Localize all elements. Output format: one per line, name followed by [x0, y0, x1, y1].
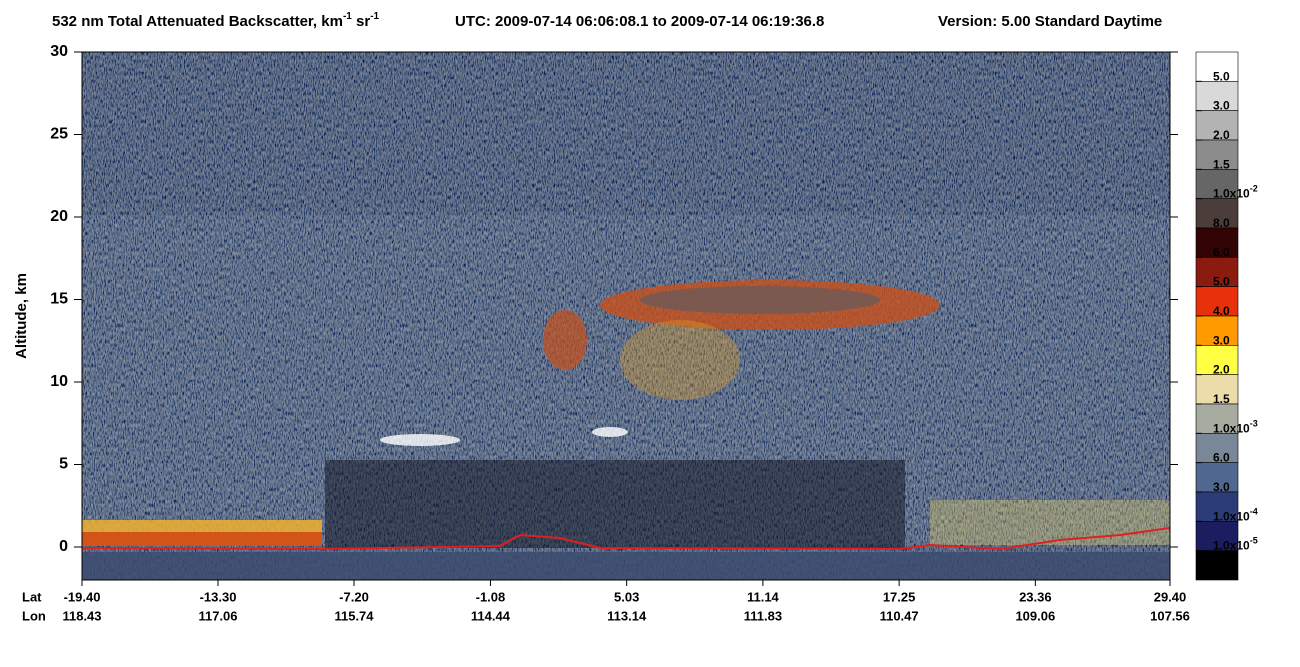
y-tick-label: 30 — [50, 43, 68, 60]
colorbar-label: 1.5 — [1213, 158, 1230, 172]
cloud — [380, 434, 460, 446]
colorbar-swatch — [1195, 315, 1239, 346]
colorbar-label: 1.0x10-4 — [1213, 507, 1258, 524]
colorbar-swatch — [1195, 169, 1239, 199]
colorbar-label-exp: -4 — [1250, 507, 1258, 517]
colorbar-swatch — [1195, 491, 1239, 522]
x-tick-label: -1.08 — [476, 589, 506, 604]
x-tick-label: 5.03 — [614, 589, 639, 604]
y-tick-label: 15 — [50, 291, 68, 308]
colorbar-label-text: 1.0x10 — [1213, 510, 1250, 524]
colorbar-label: 1.0x10-5 — [1213, 536, 1258, 553]
lon-tick-label: 107.56 — [1150, 608, 1190, 623]
colorbar-swatch — [1195, 81, 1239, 111]
utc-range: UTC: 2009-07-14 06:06:08.1 to 2009-07-14… — [455, 13, 824, 30]
colorbar-label-text: 3.0 — [1213, 480, 1230, 494]
image-dark — [325, 460, 905, 548]
colorbar-swatch — [1195, 227, 1239, 258]
x-tick-label: -13.30 — [200, 589, 237, 604]
colorbar-label: 1.0x10-3 — [1213, 419, 1258, 436]
y-tick-label: 25 — [50, 126, 68, 143]
surface-layer — [930, 500, 1170, 545]
y-axis-label: Altitude, km — [13, 273, 30, 359]
y-tick-label: 0 — [59, 538, 68, 555]
colorbar-label-text: 1.5 — [1213, 392, 1230, 406]
colorbar-label: 8.0 — [1213, 216, 1230, 230]
colorbar-swatch — [1195, 345, 1239, 375]
colorbar-label-text: 1.0x10 — [1213, 187, 1250, 201]
lon-tick-label: 110.47 — [880, 608, 919, 623]
colorbar-swatch — [1195, 403, 1239, 434]
x-tick-label: 23.36 — [1019, 589, 1052, 604]
colorbar-label-text: 6.0 — [1213, 451, 1230, 465]
y-tick-label: 10 — [50, 373, 68, 390]
colorbar-label-text: 1.0x10 — [1213, 422, 1250, 436]
lat-label: Lat — [22, 589, 42, 604]
colorbar-label: 1.5 — [1213, 392, 1230, 406]
colorbar-label-text: 1.0x10 — [1213, 539, 1250, 553]
plot-frame — [81, 51, 1171, 581]
colorbar-label-text: 4.0 — [1213, 304, 1230, 318]
colorbar-swatch — [1195, 286, 1239, 317]
colorbar-label: 3.0 — [1213, 480, 1230, 494]
lon-tick-label: 117.06 — [198, 608, 237, 623]
colorbar-label-text: 3.0 — [1213, 99, 1230, 113]
colorbar-swatch — [1195, 110, 1239, 141]
colorbar-swatch — [1195, 521, 1239, 551]
colorbar-swatch — [1195, 374, 1239, 405]
y-tick-label: 5 — [59, 456, 68, 473]
colorbar-label-exp: -2 — [1250, 184, 1258, 194]
version: Version: 5.00 Standard Daytime — [938, 13, 1162, 30]
colorbar-label: 4.0 — [1213, 304, 1230, 318]
cloud — [640, 286, 880, 314]
cloud — [592, 427, 628, 437]
colorbar-label-exp: -3 — [1250, 419, 1258, 429]
colorbar-label-exp: -5 — [1250, 536, 1258, 546]
lon-tick-label: 113.14 — [607, 608, 647, 623]
lon-label: Lon — [22, 608, 46, 623]
x-tick-label: 17.25 — [883, 589, 916, 604]
colorbar-label: 3.0 — [1213, 334, 1230, 348]
x-tick-label: -7.20 — [339, 589, 369, 604]
lon-tick-label: 114.44 — [471, 608, 511, 623]
colorbar-label: 2.0 — [1213, 363, 1230, 377]
colorbar-label: 2.0 — [1213, 128, 1230, 142]
y-tick-label: 20 — [50, 208, 68, 225]
colorbar-swatch — [1195, 462, 1239, 493]
colorbar-swatch — [1195, 257, 1239, 287]
colorbar-label-text: 1.5 — [1213, 158, 1230, 172]
colorbar-label-text: 6.0 — [1213, 246, 1230, 260]
colorbar-swatch — [1195, 51, 1239, 82]
x-tick-label: -19.40 — [64, 589, 101, 604]
backscatter-image — [82, 52, 1170, 580]
lon-tick-label: 115.74 — [334, 608, 374, 623]
colorbar-label: 3.0 — [1213, 99, 1230, 113]
x-tick-label: 29.40 — [1154, 589, 1187, 604]
lon-tick-label: 118.43 — [62, 608, 101, 623]
colorbar-label-text: 2.0 — [1213, 128, 1230, 142]
subsurface — [82, 552, 1170, 580]
surface-line — [82, 527, 1170, 551]
colorbar-swatch — [1195, 550, 1239, 581]
colorbar-label: 5.0 — [1213, 275, 1230, 289]
x-tick-label: 11.14 — [747, 589, 780, 604]
colorbar-label-text: 3.0 — [1213, 334, 1230, 348]
colorbar-label-text: 5.0 — [1213, 70, 1230, 84]
colorbar-swatch — [1195, 433, 1239, 463]
colorbar-label: 6.0 — [1213, 246, 1230, 260]
colorbar-label-text: 8.0 — [1213, 216, 1230, 230]
cloud — [620, 320, 740, 400]
surface-layer — [82, 532, 322, 546]
chart-title: 532 nm Total Attenuated Backscatter, km-… — [52, 11, 380, 30]
colorbar-label: 5.0 — [1213, 70, 1230, 84]
colorbar-label: 6.0 — [1213, 451, 1230, 465]
lon-tick-label: 111.83 — [744, 608, 782, 623]
colorbar-label: 1.0x10-2 — [1213, 184, 1258, 201]
cloud — [543, 310, 587, 370]
colorbar-label-text: 5.0 — [1213, 275, 1230, 289]
lon-tick-label: 109.06 — [1015, 608, 1055, 623]
colorbar-label-text: 2.0 — [1213, 363, 1230, 377]
